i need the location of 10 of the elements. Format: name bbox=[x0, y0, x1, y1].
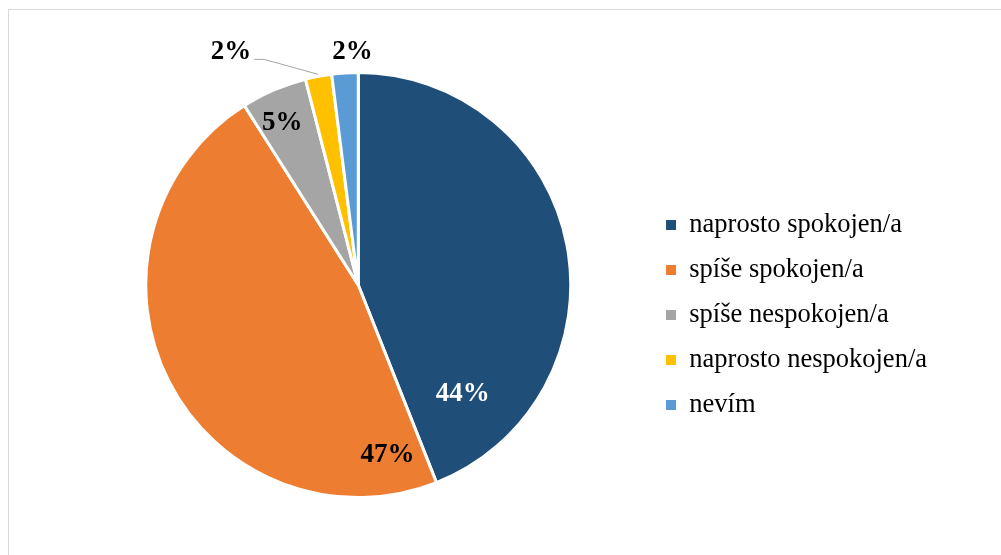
data-label: 2% bbox=[210, 35, 252, 66]
data-label: 47% bbox=[360, 437, 415, 468]
data-label: 5% bbox=[262, 106, 303, 137]
data-label: 2% bbox=[332, 35, 373, 66]
legend-label: naprosto spokojen/a bbox=[689, 207, 903, 238]
legend-label: spíše spokojen/a bbox=[689, 252, 864, 283]
legend-label: naprosto nespokojen/a bbox=[689, 342, 928, 373]
legend-label: spíše nespokojen/a bbox=[689, 297, 889, 328]
data-label: 44% bbox=[435, 376, 490, 407]
legend-label: nevím bbox=[689, 387, 756, 418]
